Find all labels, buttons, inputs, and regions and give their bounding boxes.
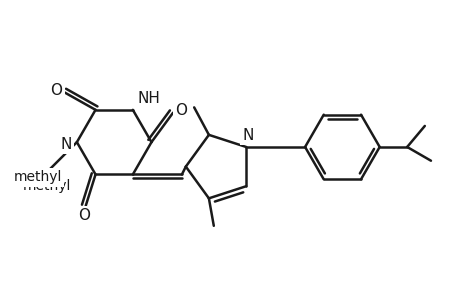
Text: methyl: methyl [13, 170, 62, 184]
Text: NH: NH [137, 91, 160, 106]
Text: N: N [242, 128, 253, 143]
Text: O: O [174, 103, 186, 118]
Text: O: O [50, 83, 62, 98]
Text: O: O [78, 208, 90, 223]
Text: N: N [61, 136, 72, 152]
Text: methyl: methyl [22, 179, 71, 194]
